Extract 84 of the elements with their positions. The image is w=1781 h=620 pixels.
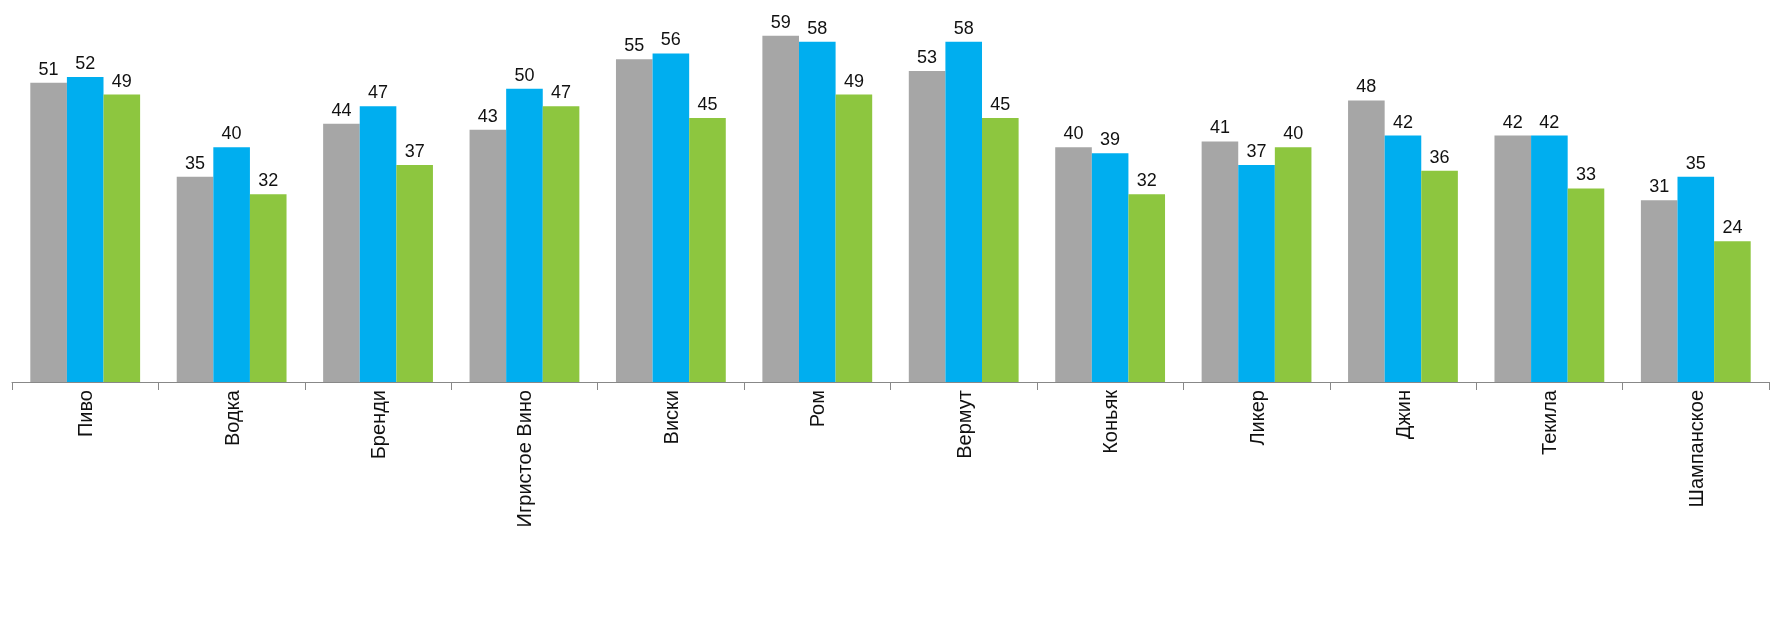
bar — [542, 106, 580, 382]
bar — [1274, 147, 1312, 382]
data-label: 52 — [75, 52, 96, 73]
x-tick-label: Бренди — [367, 390, 390, 460]
bar — [945, 41, 983, 382]
x-tick-label: Коньяк — [1099, 389, 1122, 454]
bar — [30, 82, 67, 382]
x-tick-label: Вермут — [952, 390, 975, 459]
data-label: 40 — [221, 123, 242, 144]
bar — [396, 164, 433, 382]
data-label: 35 — [185, 152, 206, 173]
data-label: 39 — [1100, 129, 1121, 150]
data-label: 37 — [1246, 140, 1267, 161]
data-label: 53 — [917, 47, 938, 68]
data-label: 32 — [1136, 170, 1157, 191]
data-label: 42 — [1392, 111, 1413, 132]
bar — [1494, 135, 1532, 382]
data-label: 45 — [990, 94, 1011, 114]
bar — [66, 76, 104, 382]
bar — [1384, 135, 1422, 382]
bar — [835, 94, 873, 382]
bar — [1421, 170, 1458, 382]
x-tick-label: Текила — [1538, 389, 1561, 455]
data-label: 40 — [1283, 123, 1304, 144]
x-tick-label: Ром — [806, 390, 829, 428]
bar — [176, 176, 214, 382]
data-label: 35 — [1685, 152, 1706, 173]
bar — [1640, 200, 1678, 382]
x-tick-label: Пиво — [74, 390, 97, 438]
data-label: 58 — [807, 17, 828, 38]
data-label: 40 — [1063, 123, 1084, 144]
data-label: 51 — [38, 58, 59, 79]
data-label: 42 — [1539, 111, 1560, 132]
bar — [908, 71, 946, 382]
bar — [1714, 241, 1751, 382]
bar — [1201, 141, 1239, 382]
x-tick-label: Джин — [1391, 390, 1414, 440]
x-tick-label: Водка — [220, 389, 243, 447]
bar — [1128, 194, 1166, 382]
data-label: 31 — [1649, 176, 1670, 197]
bar — [1055, 147, 1092, 382]
bar — [1091, 153, 1129, 382]
data-label: 36 — [1429, 146, 1450, 167]
data-label: 43 — [477, 105, 498, 126]
bar — [1238, 164, 1275, 382]
bar — [982, 118, 1019, 382]
data-label: 45 — [697, 94, 718, 114]
data-label: 55 — [624, 35, 645, 56]
bar — [103, 94, 141, 382]
data-label: 47 — [368, 82, 389, 103]
data-label: 56 — [660, 29, 681, 50]
data-label: 42 — [1502, 111, 1523, 132]
data-label: 47 — [551, 82, 572, 103]
data-label: 24 — [1722, 217, 1743, 238]
bar — [689, 118, 726, 382]
data-label: 41 — [1209, 117, 1230, 138]
data-label: 58 — [953, 17, 974, 38]
bar — [798, 41, 836, 382]
bar — [1567, 188, 1605, 382]
data-label: 49 — [111, 70, 132, 91]
bar — [652, 53, 690, 382]
data-label: 48 — [1356, 76, 1377, 97]
bar — [249, 194, 287, 382]
data-label: 59 — [770, 11, 791, 32]
bar — [1348, 100, 1385, 382]
data-label: 49 — [843, 70, 864, 91]
x-tick-label: Шампанское — [1684, 390, 1707, 508]
x-tick-label: Виски — [659, 390, 682, 445]
bar — [469, 129, 507, 382]
bar — [1531, 135, 1568, 382]
data-label: 37 — [404, 140, 425, 161]
data-label: 44 — [331, 99, 352, 120]
data-label: 33 — [1575, 164, 1596, 185]
bar — [323, 123, 360, 382]
data-label: 50 — [514, 64, 535, 85]
bar — [359, 106, 397, 382]
x-tick-label: Ликер — [1245, 390, 1268, 446]
bar — [762, 35, 799, 382]
data-label: 32 — [258, 170, 279, 191]
bar — [615, 59, 653, 382]
bar — [213, 147, 250, 382]
bar — [1677, 176, 1715, 382]
x-tick-label: Игристое Вино — [513, 390, 536, 528]
bar — [506, 88, 543, 382]
